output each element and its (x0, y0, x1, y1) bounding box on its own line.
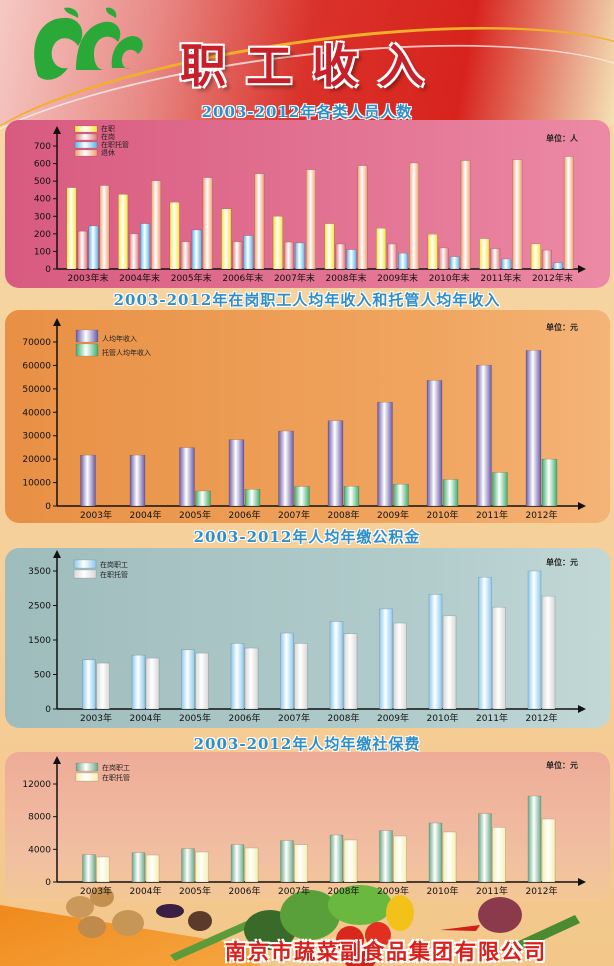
chart4-title: 2003-2012年人均年缴社保费 (193, 735, 421, 753)
chart3-title: 2003-2012年人均年缴公积金 (193, 528, 421, 546)
chart2-panel (5, 310, 610, 523)
chart1-title: 2003-2012年各类人员人数 (201, 103, 413, 121)
chart4-panel (5, 752, 610, 902)
page-title: 职工收入 (180, 39, 444, 93)
header-banner: 职工收入 (0, 0, 614, 269)
chart3-panel (5, 548, 610, 728)
vegetables-image (66, 885, 580, 966)
company-name: 南京市蔬菜副食品集团有限公司 (225, 939, 547, 964)
chart1-panel (5, 120, 610, 288)
company-logo-icon (34, 7, 143, 80)
chart2-title: 2003-2012年在岗职工人均年收入和托管人均年收入 (113, 291, 501, 309)
